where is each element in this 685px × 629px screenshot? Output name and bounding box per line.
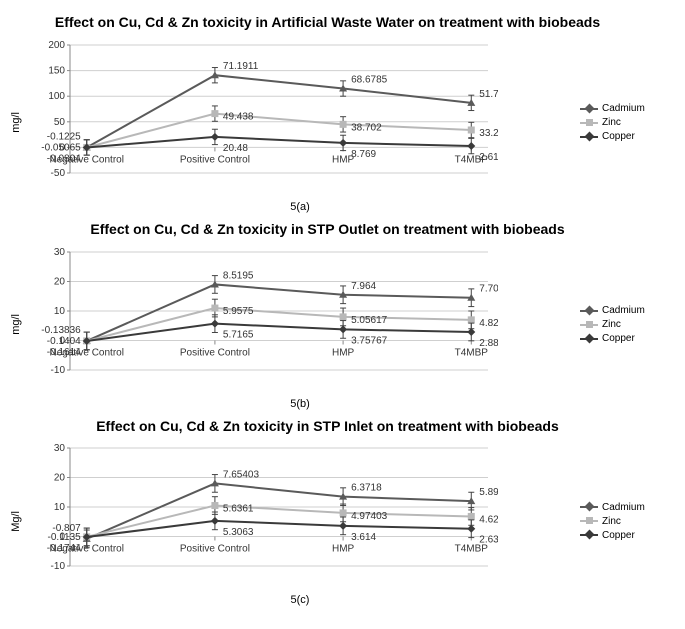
svg-text:2.88867: 2.88867 xyxy=(479,338,498,349)
svg-text:T4MBP: T4MBP xyxy=(455,347,489,358)
svg-text:3.75767: 3.75767 xyxy=(351,335,388,346)
svg-text:200: 200 xyxy=(48,40,65,51)
legend-item-zinc: Zinc xyxy=(580,117,675,128)
ylabel-c: Mg/l xyxy=(10,511,28,532)
svg-text:5.6361: 5.6361 xyxy=(223,504,254,515)
svg-text:-50: -50 xyxy=(51,168,66,179)
legend-a: Cadmium Zinc Copper xyxy=(572,100,675,145)
svg-text:50: 50 xyxy=(54,117,66,128)
svg-text:4.82623: 4.82623 xyxy=(479,317,498,328)
legend-label-cadmium: Cadmium xyxy=(602,305,645,316)
svg-text:49.438: 49.438 xyxy=(223,111,254,122)
svg-text:71.1911: 71.1911 xyxy=(223,61,259,72)
ylabel-a: mg/l xyxy=(10,112,28,133)
svg-text:-0.13836: -0.13836 xyxy=(41,325,81,336)
svg-text:8.769: 8.769 xyxy=(351,149,376,160)
svg-text:68.6785: 68.6785 xyxy=(351,74,388,85)
svg-text:-10: -10 xyxy=(51,365,66,376)
svg-text:HMP: HMP xyxy=(332,347,355,358)
svg-text:10: 10 xyxy=(54,502,66,513)
svg-text:2.614: 2.614 xyxy=(479,152,498,163)
svg-text:-10: -10 xyxy=(51,561,66,572)
svg-text:-0.1404: -0.1404 xyxy=(47,336,81,347)
sublabel-b: 5(b) xyxy=(28,398,572,410)
svg-text:5.05617: 5.05617 xyxy=(351,314,388,325)
svg-text:Positive Control: Positive Control xyxy=(180,154,250,165)
svg-text:3.614: 3.614 xyxy=(351,532,376,543)
svg-text:5.89597: 5.89597 xyxy=(479,487,498,498)
svg-text:33.2594: 33.2594 xyxy=(479,128,498,139)
svg-text:20: 20 xyxy=(54,473,66,484)
legend-label-zinc: Zinc xyxy=(602,516,621,527)
sublabel-c: 5(c) xyxy=(28,594,572,606)
svg-text:7.964: 7.964 xyxy=(351,280,376,291)
legend-label-copper: Copper xyxy=(602,333,635,344)
svg-text:Positive Control: Positive Control xyxy=(180,544,250,555)
svg-text:6.3718: 6.3718 xyxy=(351,483,382,494)
svg-text:10: 10 xyxy=(54,306,66,317)
svg-text:8.5195: 8.5195 xyxy=(223,270,254,281)
svg-text:38.702: 38.702 xyxy=(351,122,382,133)
panel-title-a: Effect on Cu, Cd & Zn toxicity in Artifi… xyxy=(40,14,615,31)
chart-c: -100102030Negative ControlPositive Contr… xyxy=(28,436,498,596)
svg-text:20: 20 xyxy=(54,276,66,287)
svg-text:4.627023: 4.627023 xyxy=(479,515,498,526)
svg-text:2.63233: 2.63233 xyxy=(479,535,498,546)
svg-text:-0.1135: -0.1135 xyxy=(48,532,82,543)
legend-label-cadmium: Cadmium xyxy=(602,502,645,513)
legend-item-copper: Copper xyxy=(580,333,675,344)
svg-text:20.48: 20.48 xyxy=(223,143,248,154)
svg-text:30: 30 xyxy=(54,247,66,258)
legend-label-cadmium: Cadmium xyxy=(602,103,645,114)
panel-title-b: Effect on Cu, Cd & Zn toxicity in STP Ou… xyxy=(40,221,615,238)
svg-text:HMP: HMP xyxy=(332,544,355,555)
svg-text:7.65403: 7.65403 xyxy=(223,470,260,481)
svg-text:100: 100 xyxy=(48,91,65,102)
legend-item-zinc: Zinc xyxy=(580,319,675,330)
legend-item-cadmium: Cadmium xyxy=(580,103,675,114)
ylabel-b: mg/l xyxy=(10,314,28,335)
chart-a: -50050100150200Negative ControlPositive … xyxy=(28,33,498,203)
svg-text:-0.1225: -0.1225 xyxy=(47,131,81,142)
svg-text:150: 150 xyxy=(48,65,65,76)
svg-text:-0.1614: -0.1614 xyxy=(47,347,81,358)
legend-item-cadmium: Cadmium xyxy=(580,502,675,513)
legend-label-copper: Copper xyxy=(602,530,635,541)
legend-item-copper: Copper xyxy=(580,530,675,541)
svg-text:Positive Control: Positive Control xyxy=(180,347,250,358)
legend-item-zinc: Zinc xyxy=(580,516,675,527)
svg-text:7.70403: 7.70403 xyxy=(479,283,498,294)
svg-text:5.7165: 5.7165 xyxy=(223,329,254,340)
legend-item-cadmium: Cadmium xyxy=(580,305,675,316)
sublabel-a: 5(a) xyxy=(28,201,572,213)
svg-text:51.7991: 51.7991 xyxy=(479,89,498,100)
legend-b: Cadmium Zinc Copper xyxy=(572,302,675,347)
svg-text:4.97403: 4.97403 xyxy=(351,511,388,522)
legend-item-copper: Copper xyxy=(580,131,675,142)
legend-label-copper: Copper xyxy=(602,131,635,142)
svg-text:-0.05065: -0.05065 xyxy=(41,142,81,153)
legend-label-zinc: Zinc xyxy=(602,319,621,330)
legend-label-zinc: Zinc xyxy=(602,117,621,128)
svg-text:-0.1744: -0.1744 xyxy=(47,543,81,554)
svg-text:30: 30 xyxy=(54,443,66,454)
panel-title-c: Effect on Cu, Cd & Zn toxicity in STP In… xyxy=(40,418,615,435)
panel-a: Effect on Cu, Cd & Zn toxicity in Artifi… xyxy=(10,14,675,213)
legend-c: Cadmium Zinc Copper xyxy=(572,499,675,544)
chart-b: -100102030Negative ControlPositive Contr… xyxy=(28,240,498,400)
panel-b: Effect on Cu, Cd & Zn toxicity in STP Ou… xyxy=(10,221,675,410)
svg-text:5.9575: 5.9575 xyxy=(223,306,254,317)
svg-text:-0.0804: -0.0804 xyxy=(47,153,81,164)
svg-text:5.3063: 5.3063 xyxy=(223,527,254,538)
panel-c: Effect on Cu, Cd & Zn toxicity in STP In… xyxy=(10,418,675,607)
